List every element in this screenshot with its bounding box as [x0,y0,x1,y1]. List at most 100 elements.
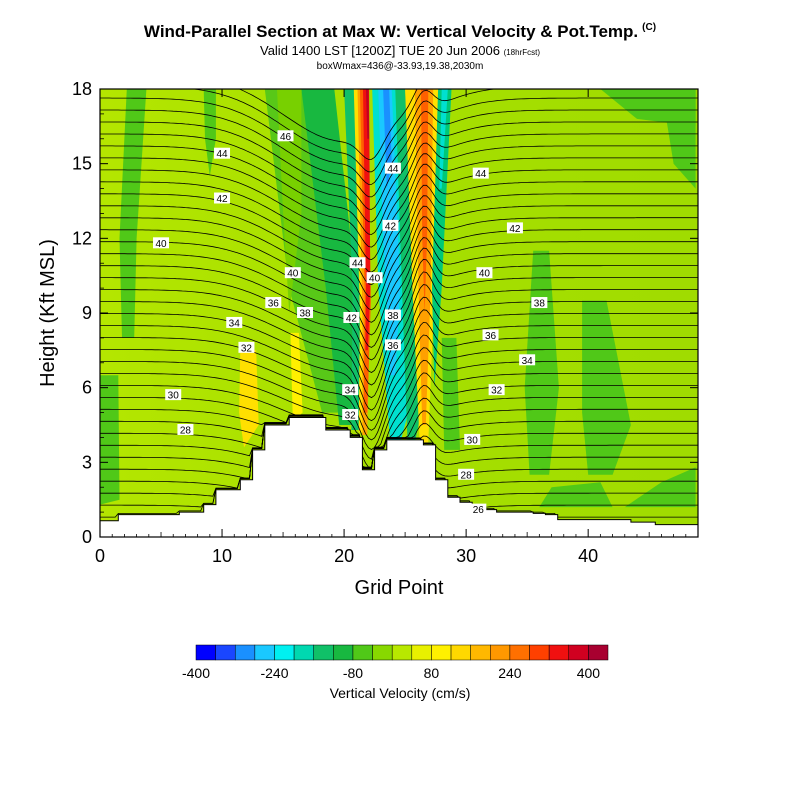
colorbar-tick-label: -80 [343,665,363,681]
theta-contour-line [100,174,698,273]
theta-contour-line [100,334,698,441]
theta-contour-line [100,397,698,468]
x-tick-label: 10 [212,546,232,566]
contour-label-text: 34 [345,386,357,397]
velocity-shade-region [439,89,448,189]
contour-label: 28 [458,468,475,481]
contour-label: 42 [343,311,360,324]
contour-label-text: 42 [346,313,358,324]
contour-label: 38 [384,309,401,322]
contour-label: 44 [349,257,366,270]
contour-label: 38 [297,307,314,320]
contour-label: 28 [177,423,194,436]
theta-contour-line [100,226,698,336]
y-tick-label: 15 [72,154,92,174]
theta-contour-line [100,109,698,198]
y-tick-label: 0 [82,527,92,547]
theta-contour-line [100,142,698,235]
contour-label: 30 [464,433,481,446]
theta-contour-line [100,372,698,468]
contour-label-text: 38 [299,309,311,320]
colorbar-swatch [411,644,432,661]
contour-label: 34 [519,354,536,367]
contour-label: 46 [277,130,294,143]
contour-label-text: 26 [473,505,485,516]
x-tick-label: 20 [334,546,354,566]
y-tick-label: 3 [82,452,92,472]
theta-contour-line [100,216,698,323]
colorbar-swatch [234,644,256,661]
theta-contour-line [100,184,698,286]
theta-contour-line [100,359,698,460]
contour-label: 34 [342,384,359,397]
velocity-shade-region [239,350,259,448]
velocity-shade-region [582,300,631,475]
x-tick-label: 30 [456,546,476,566]
contour-label: 30 [165,389,182,402]
colorbar-swatch [372,644,393,661]
contour-label-text: 42 [385,221,397,232]
contour-label-text: 32 [345,411,357,422]
contour-label: 32 [488,384,505,397]
contour-label: 36 [265,297,282,310]
contour-label-text: 42 [509,224,521,235]
colorbar-swatch [490,644,511,661]
theta-contour-line [100,271,698,386]
potential-temperature-contours [100,89,698,518]
velocity-shade-region [395,89,421,443]
colorbar-tick-label: 80 [424,665,440,681]
theta-contour-line [100,97,698,185]
contour-label: 34 [226,316,243,329]
contour-label-text: 36 [268,299,280,310]
velocity-shade-region [100,375,120,505]
contour-label-text: 38 [534,299,546,310]
velocity-shade-region [366,89,370,139]
colorbar-swatch [529,644,550,661]
plot-area: 28 30 32 34 36 38 40 42 44 46 40 34 32 42 44 40 38 36 42 44… [100,89,698,537]
chart-subtitle-box: boxWmax=436@-33.93,19.38,2030m [316,61,484,72]
colorbar-tick-label: 400 [577,665,601,681]
theta-contour-line [100,237,698,348]
contour-label: 42 [214,192,231,205]
velocity-shade-region [378,89,401,376]
contour-label-text: 38 [387,311,399,322]
contour-label: 36 [482,329,499,342]
colorbar-swatch [195,644,216,661]
contour-label: 40 [284,267,301,280]
theta-contour-line [100,385,698,468]
contour-label-text: 36 [387,341,399,352]
velocity-shade-region [661,89,696,189]
contour-label: 44 [472,167,489,180]
contour-label: 32 [238,341,255,354]
theta-contour-line [100,284,698,399]
velocity-shade-region [119,89,147,338]
colorbar-swatch [274,644,295,661]
colorbar-swatch [450,644,471,661]
colorbar-swatch [548,644,570,661]
velocity-shade-region [290,332,303,420]
contour-label-text: 46 [280,132,292,143]
velocity-shade-region [539,482,613,508]
theta-contour-line [100,153,698,248]
colorbar-swatch [568,644,589,661]
theta-contour-line [100,195,698,298]
contour-label-text: 40 [369,274,381,285]
theta-contour-line [100,247,698,361]
colorbar-swatch [333,644,354,661]
y-axis-title: Height (Kft MSL) [37,239,59,387]
colorbar-swatch [254,644,275,661]
terrain [100,417,698,537]
contour-label: 44 [384,162,401,175]
theta-contour-line [100,309,698,422]
y-tick-label: 9 [82,303,92,323]
theta-contour-line [238,89,448,160]
contour-label-text: 40 [479,269,491,280]
contour-label-text: 44 [387,164,399,175]
contour-label: 32 [342,409,359,422]
colorbar-swatch [215,644,236,661]
contour-label-text: 44 [475,169,487,180]
theta-contour-line [189,89,499,173]
contour-label: 42 [382,219,399,232]
